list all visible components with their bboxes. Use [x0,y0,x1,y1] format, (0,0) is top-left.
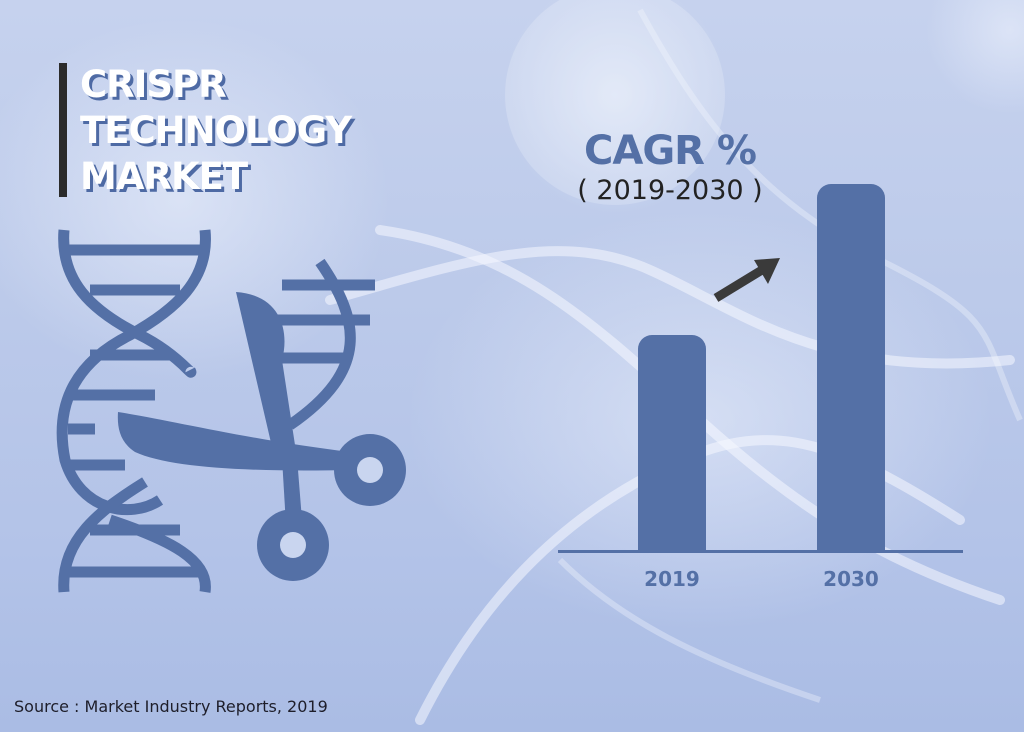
bar-2019 [638,335,706,551]
page-title: CRISPR TECHNOLOGY MARKET [80,62,352,200]
title-line-3: MARKET [80,155,248,198]
bar-2030 [817,184,885,551]
title-accent-bar [59,63,67,197]
dna-scissors-icon [56,229,406,593]
chart-heading: CAGR % ( 2019-2030 ) [540,126,800,208]
trend-arrow-icon [713,258,780,302]
title-line-2: TECHNOLOGY [80,109,352,152]
source-note: Source : Market Industry Reports, 2019 [14,697,328,716]
chart-subtitle: ( 2019-2030 ) [577,175,763,206]
x-axis-line [558,550,963,553]
x-tick-2030: 2030 [823,567,879,591]
x-tick-2019: 2019 [644,567,700,591]
title-line-1: CRISPR [80,63,227,106]
chart-title: CAGR % [584,128,757,174]
